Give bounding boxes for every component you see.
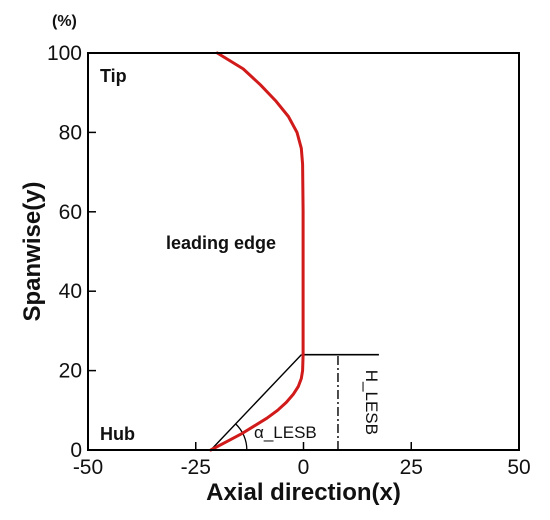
- x-tick-label: 50: [507, 456, 530, 479]
- alpha-angle-arc: [235, 423, 248, 451]
- y-tick-label: 80: [59, 121, 82, 144]
- y-tick-label: 40: [59, 280, 82, 303]
- x-tick-label: -50: [73, 456, 103, 479]
- tip-label: Tip: [100, 66, 127, 86]
- x-tick-label: 25: [400, 456, 423, 479]
- h-lesb-label: H_LESB: [362, 370, 381, 435]
- ticks-layer: -50 -25 0 25 50 0 20 40 60 80 100: [47, 42, 531, 479]
- construction-layer: [210, 353, 379, 451]
- y-tick-label: 60: [59, 201, 82, 224]
- y-tick-label: 20: [59, 360, 82, 383]
- x-tick-label: -25: [181, 456, 211, 479]
- leading-edge-label: leading edge: [166, 233, 276, 253]
- labels-layer: (%) Axial direction(x) Spanwise(y) Tip H…: [19, 13, 401, 506]
- y-unit-label: (%): [52, 13, 77, 30]
- y-tick-label: 100: [47, 42, 82, 65]
- plot-frame: [87, 52, 520, 451]
- x-axis-title: Axial direction(x): [206, 479, 401, 506]
- hub-label: Hub: [100, 424, 135, 444]
- series-layer: [209, 51, 305, 452]
- leading-edge-curve: [209, 51, 305, 452]
- y-tick-label: 0: [70, 439, 82, 462]
- lesb-diagonal-line: [210, 354, 302, 451]
- x-tick-label: 0: [298, 456, 310, 479]
- y-axis-title: Spanwise(y): [19, 181, 46, 321]
- alpha-lesb-label: α_LESB: [254, 423, 317, 442]
